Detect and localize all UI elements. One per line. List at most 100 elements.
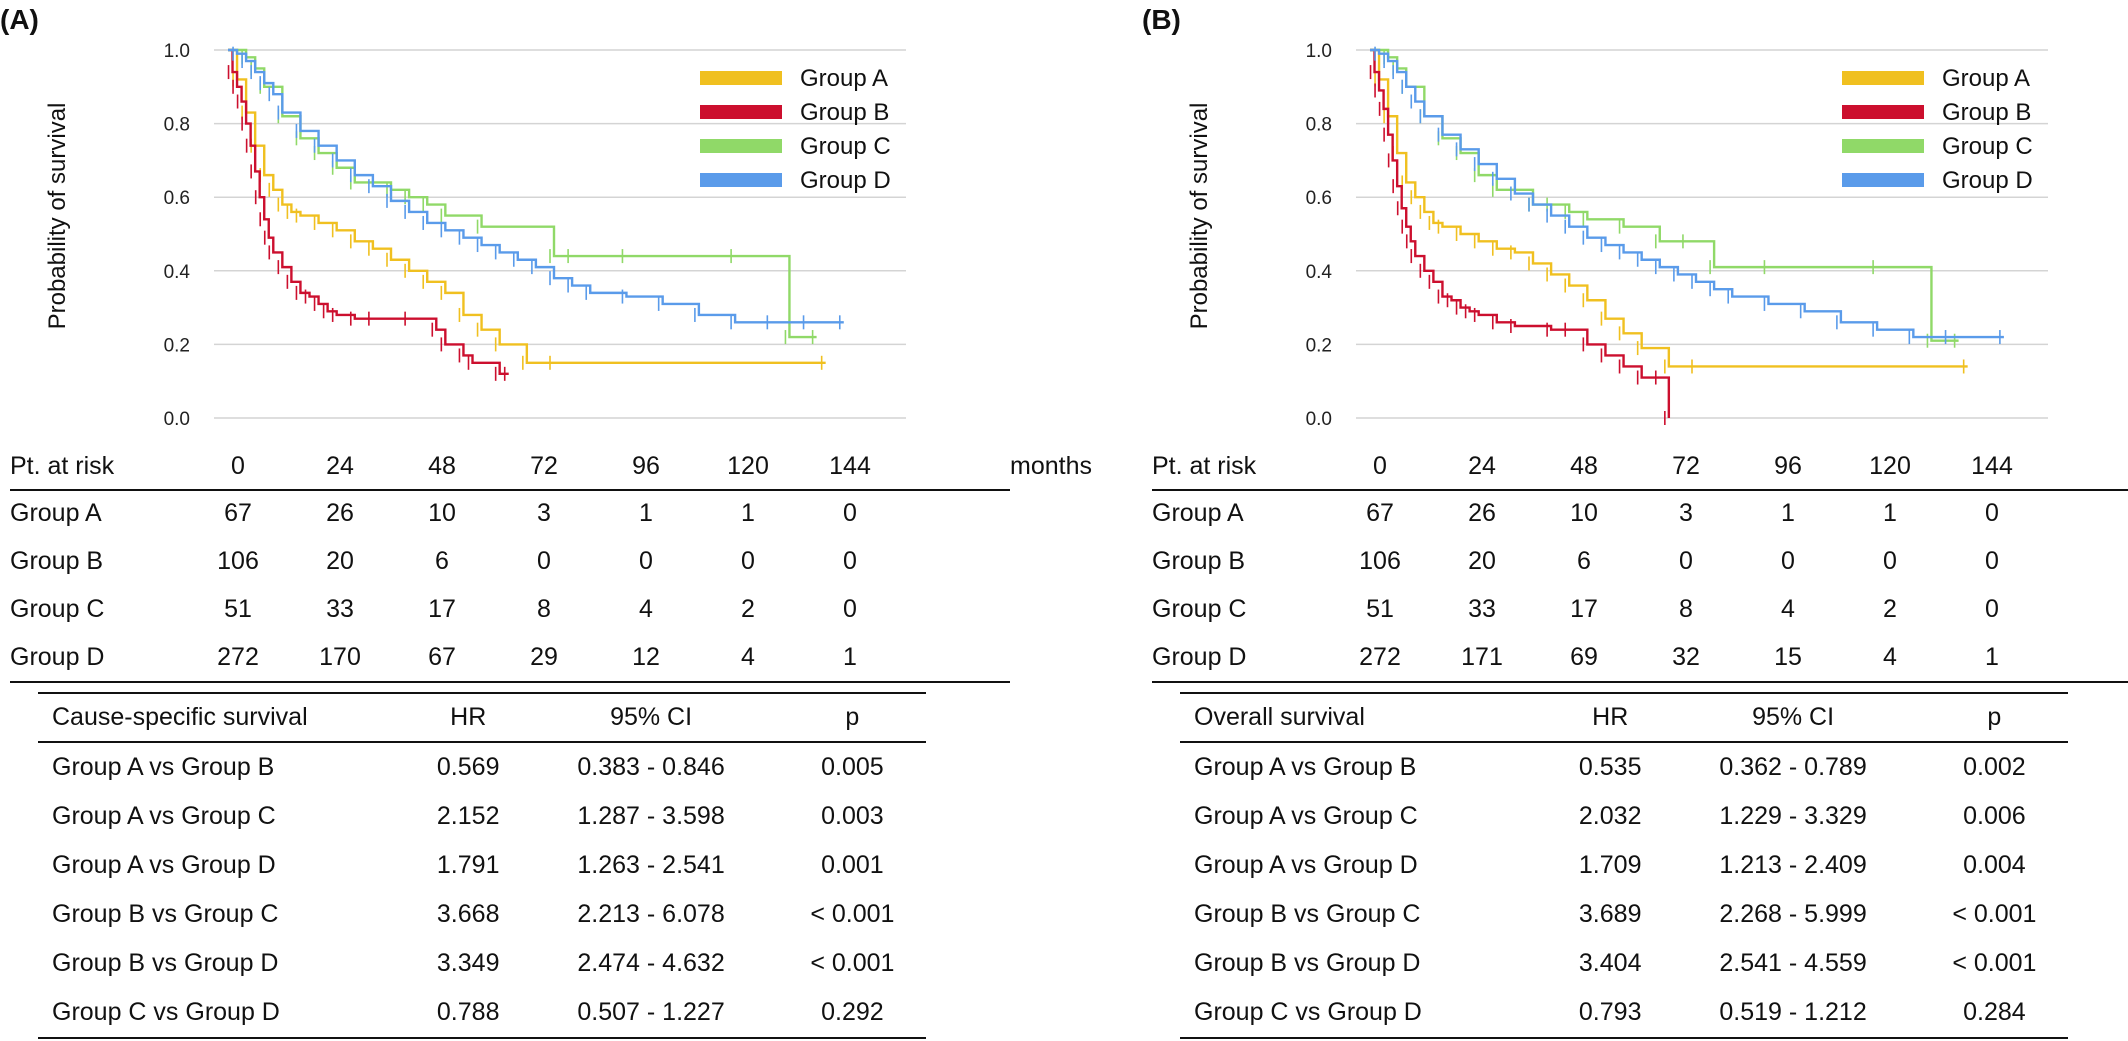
hr-cell: Group C vs Group D [38,988,413,1039]
risk-count: 0 [843,595,857,623]
hr-cell: 3.668 [436,900,500,928]
hr-header-cell: p [1920,692,2068,743]
risk-count: 4 [741,643,755,671]
risk-count: 4 [1781,595,1795,623]
risk-count: 106 [217,547,259,575]
hr-cell: 3.689 [1578,900,1642,928]
survival-curve-c [228,48,817,339]
hr-cell: 1.791 [436,851,500,879]
panel-label: (A) [0,4,39,35]
risk-count: 6 [1577,547,1591,575]
risk-time-label: 0 [1373,452,1387,480]
legend-swatch-a [700,71,782,85]
hr-row: Group B vs Group D 3.349 2.474 - 4.632 < 0.… [38,939,926,988]
risk-time-label: 144 [829,452,871,480]
hr-header-cell: p [778,692,926,743]
risk-count: 170 [319,643,361,671]
risk-row: Group A 67 26 10 3 1 1 0 [1152,491,2128,539]
risk-group-name: Group C [10,595,105,623]
hr-cell: Group A vs Group B [52,753,275,781]
legend-label: Group A [800,65,888,92]
y-tick-label: 0.2 [1306,335,1332,356]
survival-curve-d [1370,48,2004,339]
hr-cell: 0.002 [1963,753,2026,781]
hazard-ratio-table: Overall survival HR 95% CI p Group A vs Grou… [1180,692,2068,1039]
risk-count: 0 [537,547,551,575]
hr-cell: 1.263 - 2.541 [577,851,725,879]
legend-swatch-b [1842,105,1924,119]
risk-row: Group D 272 170 67 29 12 4 1 [10,635,1060,683]
hr-cell: 0.788 [413,988,524,1039]
hr-cell: Group A vs Group C [1194,802,1418,830]
hr-cell: 2.474 - 4.632 [577,949,725,977]
hr-cell: 0.004 [1963,851,2026,879]
survival-curve-a [1370,48,1968,368]
hr-cell: 3.404 [1578,949,1642,977]
km-chart: 0.0 0.2 0.4 0.6 0.8 1.0 Group A Group B Group C G… [1306,41,2048,430]
hr-cell: 0.292 [778,988,926,1039]
legend-swatch-d [1842,173,1924,187]
hr-cell: 0.362 - 0.789 [1719,753,1867,781]
risk-count: 0 [1781,547,1795,575]
hr-cell: 0.507 - 1.227 [523,988,779,1039]
risk-row: Group C 51 33 17 8 4 2 0 [1152,587,2128,635]
y-tick-label: 0.0 [1306,409,1332,430]
risk-count: 17 [428,595,456,623]
risk-time-label: 48 [1570,452,1598,480]
risk-count: 69 [1570,643,1598,671]
hr-row: Group B vs Group C 3.668 2.213 - 6.078 < 0.… [38,890,926,939]
risk-time-label: 24 [326,452,354,480]
hr-cell: 1.709 [1578,851,1642,879]
risk-count: 1 [741,499,755,527]
hr-cell: 0.003 [821,802,884,830]
legend-label: Group B [800,99,889,126]
hr-cell: Group A vs Group D [1194,851,1418,879]
hr-header-row: Cause-specific survival HR 95% CI p [38,692,926,743]
hr-header-cell: Cause-specific survival [38,692,413,743]
hr-header-cell: 95% CI [523,692,779,743]
hr-cell: < 0.001 [1952,900,2037,928]
risk-count: 6 [435,547,449,575]
hr-cell: Group B vs Group C [1194,900,1421,928]
hr-cell: Group C vs Group D [1180,988,1555,1039]
hr-cell: 0.569 [436,753,500,781]
hr-row: Group A vs Group D 1.791 1.263 - 2.541 0.00… [38,841,926,890]
hazard-ratio-table: Cause-specific survival HR 95% CI p Group A … [38,692,926,1039]
risk-row: Group D 272 171 69 32 15 4 1 [1152,635,2128,683]
risk-group-name: Group D [1152,643,1247,671]
hr-cell: 0.001 [821,851,884,879]
hr-cell: Group A vs Group B [1194,753,1417,781]
risk-count: 4 [1883,643,1897,671]
hr-row: Group A vs Group B 0.569 0.383 - 0.846 0.00… [38,742,926,792]
risk-count: 51 [224,595,252,623]
risk-time-label: 144 [1971,452,2013,480]
hr-cell: 0.519 - 1.212 [1665,988,1921,1039]
risk-count: 0 [1985,499,1999,527]
risk-count: 67 [428,643,456,671]
hr-cell: 0.006 [1963,802,2026,830]
hr-cell: < 0.001 [810,900,895,928]
risk-count: 3 [537,499,551,527]
risk-bottom-rule [10,681,1010,683]
hr-cell: 3.349 [436,949,500,977]
risk-count: 2 [741,595,755,623]
risk-group-name: Group A [10,499,102,527]
risk-row: Group B 106 20 6 0 0 0 0 [1152,539,2128,587]
risk-count: 2 [1883,595,1897,623]
risk-group-name: Group C [1152,595,1247,623]
hr-cell: 2.152 [436,802,500,830]
hr-row: Group B vs Group C 3.689 2.268 - 5.999 < 0.… [1180,890,2068,939]
hr-cell: 0.793 [1555,988,1666,1039]
risk-count: 20 [1468,547,1496,575]
hr-cell: Group B vs Group C [52,900,279,928]
hr-row: Group A vs Group C 2.152 1.287 - 3.598 0.00… [38,792,926,841]
hr-cell: Group B vs Group D [52,949,279,977]
risk-row: Group B 106 20 6 0 0 0 0 [10,539,1060,587]
hr-row: Group B vs Group D 3.404 2.541 - 4.559 < 0.… [1180,939,2068,988]
risk-count: 32 [1672,643,1700,671]
risk-count: 171 [1461,643,1503,671]
risk-count: 51 [1366,595,1394,623]
risk-count: 1 [1985,643,1999,671]
